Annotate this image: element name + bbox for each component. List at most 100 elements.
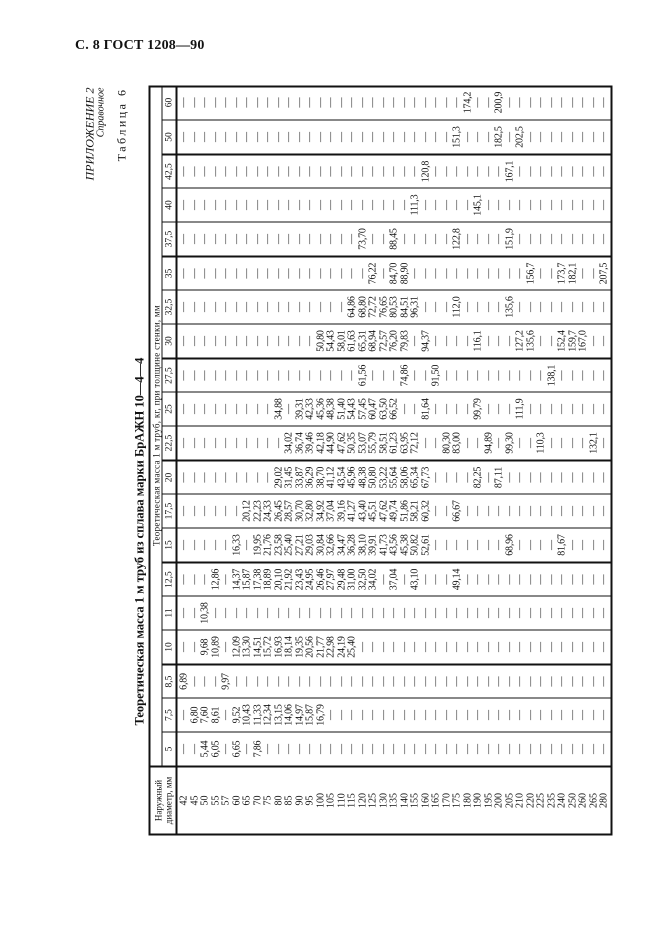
mass-cell: — xyxy=(440,607,452,618)
mass-cell: — xyxy=(388,131,399,142)
mass-cell: — xyxy=(314,607,326,618)
mass-cell: — xyxy=(524,233,536,244)
mass-cell: — xyxy=(503,709,515,720)
mass-cell: — xyxy=(566,233,578,244)
mass-cell: — xyxy=(178,335,189,346)
mass-cell: — xyxy=(545,641,557,652)
mass-cell: — xyxy=(430,403,441,414)
mass-cell: 48,38 xyxy=(356,466,368,488)
mass-cell: — xyxy=(220,607,231,618)
mass-cell: — xyxy=(545,709,557,720)
mass-cell: — xyxy=(199,403,210,414)
mass-cell: — xyxy=(398,709,410,720)
mass-cell: — xyxy=(377,166,389,176)
appendix-title: ПРИЛОЖЕНИЕ 2 xyxy=(82,87,96,180)
mass-cell: 10,43 xyxy=(241,703,252,726)
mass-cell: — xyxy=(409,335,420,346)
mass-cell: — xyxy=(451,472,462,482)
mass-cell: — xyxy=(398,199,410,210)
mass-cell: — xyxy=(451,268,462,278)
mass-cell: — xyxy=(493,539,504,550)
mass-cell: — xyxy=(346,709,357,720)
mass-cell: — xyxy=(346,607,357,618)
mass-cell: — xyxy=(535,97,546,107)
mass-cell: — xyxy=(325,709,336,720)
mass-cell: — xyxy=(598,676,609,686)
mass-cell: — xyxy=(230,233,242,244)
mass-cell: — xyxy=(545,437,557,448)
mass-cell: — xyxy=(556,743,567,754)
diameter-cell: 50 xyxy=(199,795,210,805)
diameter-cell: 175 xyxy=(451,792,462,808)
mass-cell: 6,05 xyxy=(209,740,221,757)
mass-cell: — xyxy=(178,574,189,584)
diameter-cell: 280 xyxy=(598,792,609,808)
mass-cell: 80,30 xyxy=(440,431,452,454)
mass-cell: — xyxy=(493,743,504,754)
mass-cell: 21,76 xyxy=(262,533,273,556)
mass-cell: 41,27 xyxy=(346,499,357,522)
mass-cell: — xyxy=(283,301,294,312)
diameter-cell: 140 xyxy=(398,792,410,808)
mass-cell: 27,21 xyxy=(293,533,305,556)
mass-cell: — xyxy=(251,131,263,142)
mass-cell: — xyxy=(535,403,546,414)
mass-cell: 116,1 xyxy=(472,329,483,352)
mass-cell: — xyxy=(188,97,200,107)
mass-cell: — xyxy=(325,199,336,210)
mass-cell: — xyxy=(367,743,378,754)
mass-cell: — xyxy=(430,641,441,652)
mass-cell: — xyxy=(577,574,588,584)
mass-cell: — xyxy=(178,199,189,210)
mass-cell: — xyxy=(461,301,473,312)
mass-cell: 14,06 xyxy=(283,703,294,726)
mass-cell: 30,84 xyxy=(314,533,326,556)
mass-cell: — xyxy=(262,301,273,312)
mass-cell: — xyxy=(535,607,546,618)
mass-cell: — xyxy=(346,97,357,107)
mass-cell: 39,16 xyxy=(335,499,347,522)
mass-cell: — xyxy=(566,472,578,482)
mass-cell: — xyxy=(398,743,410,754)
thickness-header: 60 xyxy=(162,85,177,119)
diameter-cell: 200 xyxy=(493,792,504,808)
mass-column: — — — — — — — — — —34,02 36,74 39,46 42,18 44,90 47,62… xyxy=(177,425,610,459)
mass-cell: — xyxy=(356,676,368,686)
mass-cell: — xyxy=(188,403,200,414)
mass-cell: — xyxy=(440,539,452,550)
mass-cell: — xyxy=(262,166,273,176)
mass-cell: — xyxy=(503,199,515,210)
thickness-header: 35 xyxy=(162,255,177,289)
mass-cell: — xyxy=(430,233,441,244)
mass-cell: — xyxy=(430,437,441,448)
mass-cell: — xyxy=(524,743,536,754)
mass-cell: — xyxy=(482,301,494,312)
mass-cell: 65,31 xyxy=(356,329,368,352)
mass-cell: — xyxy=(514,268,525,278)
mass-cell: — xyxy=(367,676,378,686)
mass-cell: — xyxy=(545,233,557,244)
mass-cell: 38,70 xyxy=(314,466,326,488)
mass-cell: — xyxy=(514,233,525,244)
mass-cell: — xyxy=(587,301,599,312)
mass-cell: 43,10 xyxy=(409,568,420,590)
mass-cell: — xyxy=(241,97,252,107)
mass-cell: — xyxy=(409,607,420,618)
mass-cell: — xyxy=(199,472,210,482)
mass-cell: — xyxy=(209,505,221,516)
mass-cell: — xyxy=(524,370,536,380)
mass-cell: — xyxy=(356,641,368,652)
mass-cell: — xyxy=(461,505,473,516)
mass-cell: 45,96 xyxy=(346,466,357,488)
mass-cell: 32,50 xyxy=(356,568,368,590)
mass-cell: — xyxy=(251,97,263,107)
mass-cell: 29,02 xyxy=(272,466,284,488)
mass-cell: — xyxy=(545,539,557,550)
mass-cell: 55,64 xyxy=(388,466,399,488)
mass-cell: — xyxy=(293,166,305,176)
mass-cell: — xyxy=(209,437,221,448)
thickness-header: 11 xyxy=(162,595,177,629)
mass-cell: — xyxy=(482,743,494,754)
mass-cell: — xyxy=(293,335,305,346)
mass-cell: — xyxy=(409,233,420,244)
